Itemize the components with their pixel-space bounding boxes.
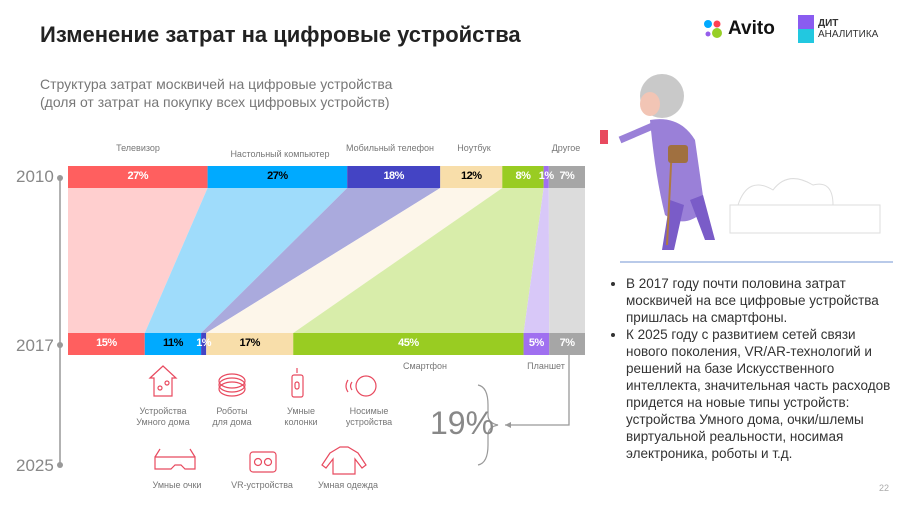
flow-band-4 (293, 188, 544, 333)
label-other: Другое (551, 143, 581, 153)
flow-band-0 (68, 188, 208, 333)
timeline-dot-2010 (57, 175, 63, 181)
cube-icon (798, 15, 814, 43)
smart-glasses-icon (154, 448, 196, 470)
page-number: 22 (878, 483, 889, 493)
device-label-clothing: Умная одежда (317, 480, 379, 490)
bar-segment-2010-3 (440, 166, 503, 188)
robot-vacuum-icon (218, 373, 246, 397)
bar-segment-2010-2 (347, 166, 441, 188)
bar-segment-2010-1 (207, 166, 348, 188)
bullet-1: В 2017 году почти половина затрат москви… (626, 275, 893, 326)
arrow-head-icon (505, 422, 511, 428)
bar-segment-2010-0 (68, 166, 208, 188)
avito-text: Avito (728, 18, 775, 39)
flow-band-1 (144, 188, 348, 333)
value-label-2010-6: 7% (559, 170, 575, 182)
label-tablet: Планшет (527, 361, 565, 371)
device-label-glasses: Умные очки (152, 480, 202, 490)
slide-title: Изменение затрат на цифровые устройства (40, 22, 521, 47)
label-smartphone: Смартфон (402, 361, 448, 371)
bar-segment-2010-4 (502, 166, 544, 188)
brace (477, 384, 499, 466)
bullet-2: К 2025 году с развитием сетей связи ново… (626, 326, 893, 462)
chart-subtitle-1: Структура затрат москвичей на цифровые у… (40, 76, 393, 92)
smart-clothing-icon (321, 446, 367, 475)
forecast-2025-value: 19% (430, 405, 495, 441)
value-label-2010-3: 12% (460, 170, 482, 182)
value-label-2017-1: 11% (162, 337, 183, 349)
value-label-2017-4: 45% (398, 337, 419, 349)
bar-segment-2017-2 (201, 333, 207, 355)
timeline-dot-2025 (57, 462, 63, 468)
value-label-2010-2: 18% (383, 170, 404, 182)
value-label-2010-1: 27% (267, 170, 288, 182)
smart-home-icon (148, 365, 178, 397)
bar-segment-2017-0 (68, 333, 145, 355)
dit-logo: ДИТ АНАЛИТИКА (797, 14, 878, 44)
year-2010: 2010 (16, 167, 54, 186)
avito-logo: Avito (703, 18, 775, 40)
label-notebook: Ноутбук (457, 143, 491, 153)
smart-speaker-icon (291, 368, 304, 398)
bullet-list: В 2017 году почти половина затрат москви… (608, 275, 893, 462)
timeline-dot-2017 (57, 342, 63, 348)
dit-line2: АНАЛИТИКА (818, 29, 879, 40)
value-label-2017-5: 5% (528, 337, 544, 349)
wearable-icon (345, 375, 377, 397)
label-mobile-phone: Мобильный телефон (345, 143, 435, 153)
device-label-wearables: Носимые устройства (345, 406, 393, 427)
bar-segment-2017-3 (206, 333, 294, 355)
value-label-2010-0: 27% (127, 170, 149, 182)
value-label-2010-4: 8% (515, 170, 531, 182)
device-label-robots: Роботы для дома (212, 406, 252, 427)
label-desktop: Настольный компьютер (230, 149, 330, 159)
vr-headset-icon (249, 451, 277, 473)
flow-band-2 (201, 188, 441, 333)
bar-segment-2010-5 (543, 166, 549, 188)
value-label-2017-6: 7% (559, 337, 575, 349)
value-label-2017-0: 15% (96, 337, 117, 349)
flow-band-3 (206, 188, 503, 333)
bar-segment-2017-5 (523, 333, 550, 355)
chart-subtitle-2: (доля от затрат на покупку всех цифровых… (40, 94, 390, 110)
bar-segment-2017-4 (293, 333, 524, 355)
year-2025: 2025 (16, 456, 54, 475)
device-label-vr: VR-устройства (231, 480, 293, 490)
flow-band-5 (523, 188, 550, 333)
bar-segment-2017-1 (144, 333, 202, 355)
bar-segment-2010-6 (548, 166, 585, 188)
value-label-2017-3: 17% (239, 337, 260, 349)
avito-dots-icon (704, 20, 722, 38)
grandmother-illustration (600, 74, 893, 263)
device-label-speakers: Умные колонки (284, 406, 318, 427)
value-label-2010-5: 1% (538, 170, 554, 182)
bar-segment-2017-6 (549, 333, 585, 355)
value-label-2017-2: 1% (196, 337, 212, 349)
flow-band-6 (548, 188, 585, 333)
year-2017: 2017 (16, 336, 54, 355)
label-tv: Телевизор (116, 143, 160, 153)
device-label-smart-home: Устройства Умного дома (136, 406, 190, 427)
dit-line1: ДИТ (818, 18, 839, 29)
forecast-arrow (505, 355, 570, 426)
